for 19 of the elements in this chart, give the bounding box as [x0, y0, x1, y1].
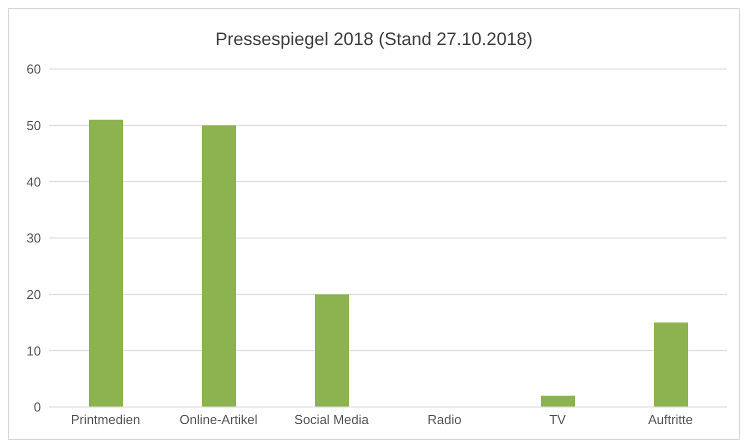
- bar: [654, 322, 688, 407]
- y-tick-label: 10: [26, 343, 41, 358]
- x-tick-label: Social Media: [294, 412, 370, 428]
- x-tick-label: Radio: [428, 412, 462, 428]
- y-tick-label: 40: [26, 174, 41, 190]
- y-tick-label: 30: [26, 230, 41, 246]
- chart-title: Pressespiegel 2018 (Stand 27.10.2018): [214, 28, 534, 51]
- bar: [202, 125, 236, 407]
- x-tick-label: Printmedien: [70, 412, 140, 428]
- y-tick-label: 20: [26, 286, 41, 302]
- bar: [89, 120, 123, 407]
- bar: [541, 396, 575, 407]
- y-tick-label: 0: [34, 400, 41, 415]
- x-tick-label: Online-Artikel: [179, 412, 258, 428]
- y-tick-label: 60: [26, 62, 41, 77]
- x-tick-label: Auftritte: [648, 412, 693, 428]
- x-tick-label: TV: [549, 412, 566, 428]
- y-tick-label: 50: [26, 118, 41, 133]
- bar: [315, 294, 349, 407]
